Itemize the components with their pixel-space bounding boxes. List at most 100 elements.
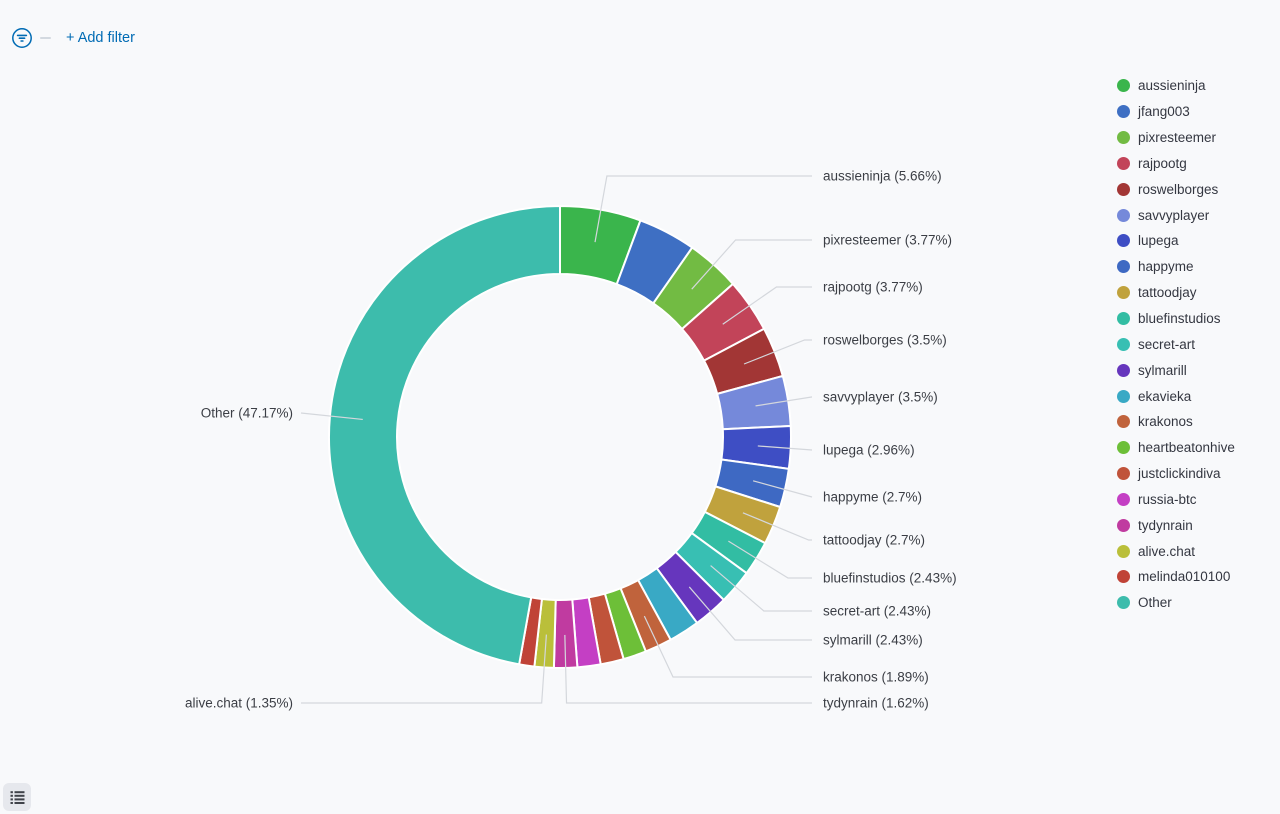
- slice-label-secret-art: secret-art (2.43%): [823, 604, 931, 619]
- legend-item-happyme[interactable]: happyme: [1117, 254, 1235, 280]
- legend-item-ekavieka[interactable]: ekavieka: [1117, 383, 1235, 409]
- legend-item-label: secret-art: [1138, 336, 1196, 352]
- legend-color-dot: [1117, 182, 1130, 196]
- label-connector: [755, 396, 812, 407]
- slice-label-Other: Other (47.17%): [201, 406, 293, 421]
- legend-color-dot: [1117, 492, 1130, 506]
- filter-bar: + Add filter: [11, 27, 143, 49]
- legend-color-dot: [1117, 105, 1130, 119]
- legend-color-dot: [1117, 131, 1130, 145]
- legend-color-dot: [1117, 156, 1130, 170]
- legend-color-dot: [1117, 286, 1130, 300]
- label-connector: [743, 339, 812, 365]
- legend-color-dot: [1117, 518, 1130, 532]
- legend-color-dot: [1117, 570, 1130, 584]
- slice-label-pixresteemer: pixresteemer (3.77%): [823, 233, 952, 248]
- legend-item-tattoodjay[interactable]: tattoodjay: [1117, 280, 1235, 306]
- slice-label-lupega: lupega (2.96%): [823, 443, 915, 458]
- slice-label-alive.chat: alive.chat (1.35%): [185, 696, 293, 711]
- legend-item-label: justclickindiva: [1138, 466, 1221, 482]
- slice-label-aussieninja: aussieninja (5.66%): [823, 169, 942, 184]
- legend-item-Other[interactable]: Other: [1117, 590, 1235, 616]
- slice-label-krakonos: krakonos (1.89%): [823, 670, 929, 685]
- label-connector: [688, 586, 812, 641]
- legend-item-label: savvyplayer: [1138, 207, 1210, 223]
- legend-item-jfang003[interactable]: jfang003: [1117, 99, 1235, 125]
- chart-legend: aussieninja jfang003 pixresteemer rajpootg r…: [1117, 73, 1235, 616]
- label-connector: [594, 175, 812, 243]
- legend-color-dot: [1117, 415, 1130, 429]
- label-connector: [300, 412, 363, 421]
- legend-item-tydynrain[interactable]: tydynrain: [1117, 512, 1235, 538]
- legend-item-melinda010100[interactable]: melinda010100: [1117, 564, 1235, 590]
- legend-item-label: pixresteemer: [1138, 130, 1217, 146]
- legend-color-dot: [1117, 312, 1130, 326]
- legend-color-dot: [1117, 389, 1130, 403]
- legend-color-dot: [1117, 441, 1130, 455]
- legend-item-label: sylmarill: [1138, 362, 1187, 378]
- legend-color-dot: [1117, 363, 1130, 377]
- legend-item-bluefinstudios[interactable]: bluefinstudios: [1117, 306, 1235, 332]
- legend-item-roswelborges[interactable]: roswelborges: [1117, 176, 1235, 202]
- legend-color-dot: [1117, 260, 1130, 274]
- legend-color-dot: [1117, 544, 1130, 558]
- legend-color-dot: [1117, 467, 1130, 481]
- legend-item-aussieninja[interactable]: aussieninja: [1117, 73, 1235, 99]
- label-connector: [728, 540, 812, 579]
- legend-item-label: ekavieka: [1138, 388, 1192, 404]
- legend-item-label: happyme: [1138, 259, 1194, 275]
- legend-item-russia-btc[interactable]: russia-btc: [1117, 487, 1235, 513]
- pie-slice-Other[interactable]: [327, 205, 561, 666]
- legend-item-heartbeatonhive[interactable]: heartbeatonhive: [1117, 435, 1235, 461]
- label-connector: [757, 445, 813, 451]
- legend-color-dot: [1117, 337, 1130, 351]
- label-connector: [710, 565, 812, 612]
- list-icon: [10, 790, 24, 804]
- label-connector: [643, 615, 812, 678]
- legend-item-label: krakonos: [1138, 414, 1193, 430]
- slice-label-tattoodjay: tattoodjay (2.7%): [823, 533, 925, 548]
- legend-item-label: alive.chat: [1138, 543, 1196, 559]
- filter-circle-icon: [12, 28, 32, 48]
- label-connector: [691, 239, 812, 290]
- slice-label-rajpootg: rajpootg (3.77%): [823, 280, 923, 295]
- legend-item-label: roswelborges: [1138, 181, 1219, 197]
- slice-label-bluefinstudios: bluefinstudios (2.43%): [823, 571, 957, 586]
- legend-item-savvyplayer[interactable]: savvyplayer: [1117, 202, 1235, 228]
- legend-item-label: russia-btc: [1138, 491, 1197, 507]
- legend-item-label: tydynrain: [1138, 517, 1193, 533]
- slice-label-tydynrain: tydynrain (1.62%): [823, 696, 929, 711]
- legend-color-dot: [1117, 79, 1130, 93]
- legend-item-sylmarill[interactable]: sylmarill: [1117, 357, 1235, 383]
- legend-item-label: aussieninja: [1138, 78, 1206, 94]
- legend-toggle-button[interactable]: [3, 783, 31, 811]
- legend-item-secret-art[interactable]: secret-art: [1117, 331, 1235, 357]
- legend-item-label: lupega: [1138, 233, 1179, 249]
- legend-item-krakonos[interactable]: krakonos: [1117, 409, 1235, 435]
- slice-label-happyme: happyme (2.7%): [823, 490, 922, 505]
- legend-item-lupega[interactable]: lupega: [1117, 228, 1235, 254]
- filter-menu-button[interactable]: [11, 27, 33, 49]
- slice-label-sylmarill: sylmarill (2.43%): [823, 633, 923, 648]
- legend-item-label: Other: [1138, 595, 1172, 611]
- label-connector: [752, 480, 813, 498]
- slice-label-savvyplayer: savvyplayer (3.5%): [823, 390, 938, 405]
- legend-item-justclickindiva[interactable]: justclickindiva: [1117, 461, 1235, 487]
- legend-color-dot: [1117, 596, 1130, 610]
- legend-item-alive.chat[interactable]: alive.chat: [1117, 538, 1235, 564]
- legend-item-label: melinda010100: [1138, 569, 1231, 585]
- legend-item-label: bluefinstudios: [1138, 311, 1221, 327]
- legend-item-pixresteemer[interactable]: pixresteemer: [1117, 125, 1235, 151]
- label-connector: [722, 286, 812, 325]
- legend-item-label: jfang003: [1138, 104, 1190, 120]
- legend-item-rajpootg[interactable]: rajpootg: [1117, 151, 1235, 177]
- legend-item-label: heartbeatonhive: [1138, 440, 1235, 456]
- legend-color-dot: [1117, 208, 1130, 222]
- slice-label-roswelborges: roswelborges (3.5%): [823, 333, 947, 348]
- add-filter-button[interactable]: + Add filter: [58, 28, 143, 48]
- label-connector: [301, 634, 547, 704]
- legend-item-label: rajpootg: [1138, 155, 1187, 171]
- label-connector: [564, 634, 812, 704]
